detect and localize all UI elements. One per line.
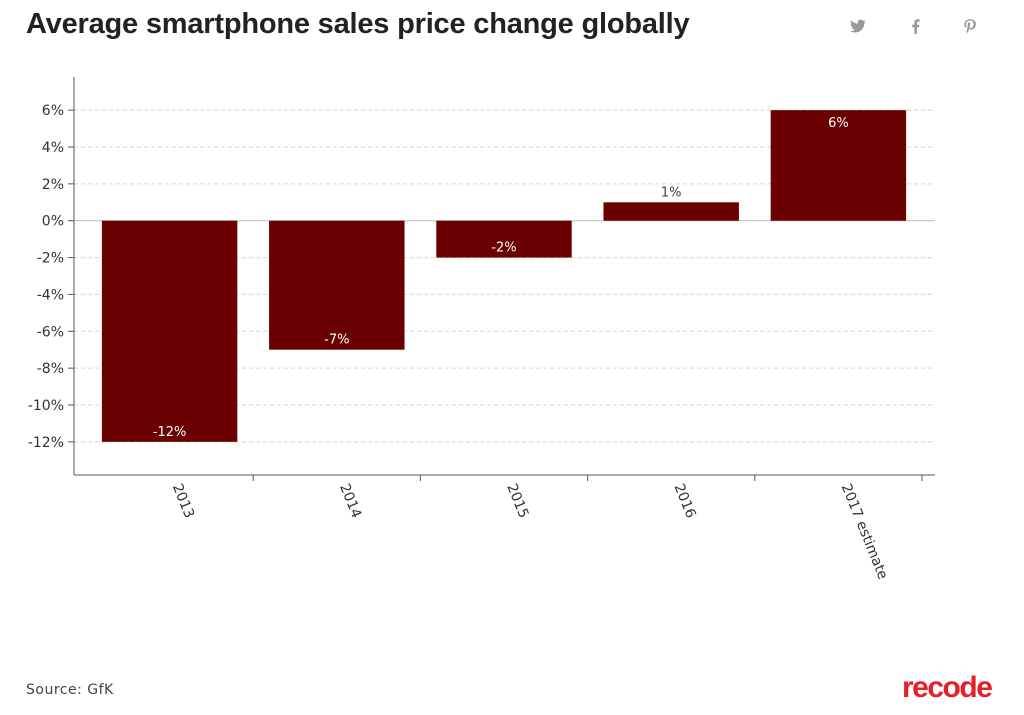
twitter-share-button[interactable]	[846, 14, 870, 38]
pinterest-icon	[964, 18, 976, 34]
data-label: -2%	[491, 241, 516, 256]
x-tick-label: 2013	[169, 482, 197, 521]
y-tick-label: -2%	[37, 251, 64, 267]
bar	[770, 110, 907, 221]
data-label: -7%	[324, 333, 349, 348]
x-tick-label: 2017 estimate	[838, 482, 891, 582]
x-tick-label: 2016	[670, 482, 698, 521]
x-tick-label: 2014	[336, 482, 364, 521]
x-tick-label: 2015	[503, 482, 531, 521]
facebook-icon	[911, 18, 920, 34]
twitter-icon	[850, 19, 866, 33]
bars	[101, 110, 907, 442]
chart-title: Average smartphone sales price change gl…	[26, 8, 690, 40]
bar	[269, 220, 405, 350]
data-label: 1%	[661, 185, 682, 200]
pinterest-share-button[interactable]	[958, 14, 982, 38]
data-label: 6%	[828, 116, 849, 131]
data-label: -12%	[153, 425, 187, 440]
facebook-share-button[interactable]	[903, 14, 927, 38]
y-tick-label: 4%	[42, 140, 64, 156]
y-tick-label: -10%	[28, 398, 64, 414]
recode-logo[interactable]: recode	[902, 671, 993, 704]
axes	[68, 77, 935, 481]
bar	[436, 220, 572, 258]
y-tick-label: -4%	[37, 287, 64, 303]
y-tick-label: -6%	[37, 324, 64, 340]
source-note: Source: GfK	[26, 682, 114, 698]
y-tick-label: -12%	[28, 435, 64, 451]
bar	[603, 202, 739, 221]
y-tick-label: 6%	[42, 103, 64, 119]
y-tick-label: -8%	[37, 361, 64, 377]
y-tick-label: 0%	[42, 214, 64, 230]
y-tick-label: 2%	[42, 177, 64, 193]
bar	[101, 220, 238, 442]
